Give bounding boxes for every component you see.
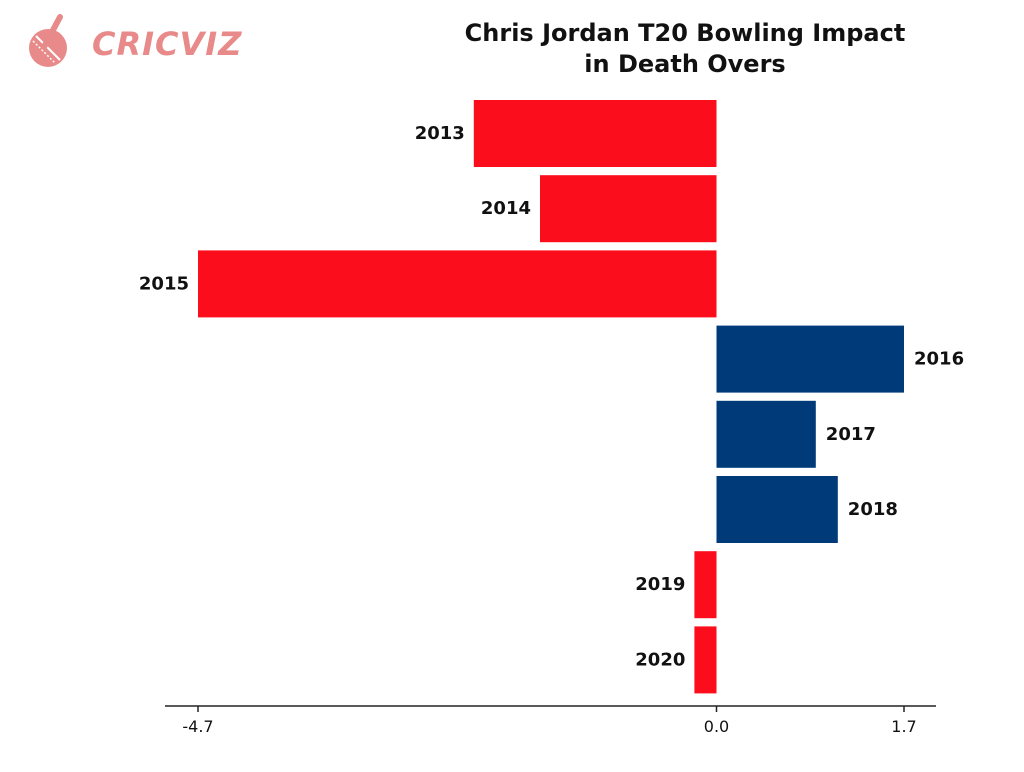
bar-label-2016: 2016: [914, 349, 964, 370]
bar-2017: [716, 400, 816, 468]
bar-2020: [694, 626, 717, 694]
bar-label-2019: 2019: [635, 574, 685, 595]
chart-title: Chris Jordan T20 Bowling Impact in Death…: [400, 18, 970, 80]
bar-2013: [473, 100, 717, 167]
x-tick-label-1: 0.0: [704, 717, 729, 736]
chart-title-line-1: Chris Jordan T20 Bowling Impact: [464, 19, 906, 47]
bar-2019: [694, 551, 717, 619]
x-tick-label-0: -4.7: [182, 717, 213, 736]
bar-2016: [716, 325, 904, 393]
x-tick-label-2: 1.7: [891, 717, 916, 736]
bar-2014: [540, 175, 717, 243]
bar-label-2013: 2013: [415, 123, 465, 144]
bar-label-2018: 2018: [848, 499, 898, 520]
bar-label-2014: 2014: [481, 198, 531, 219]
bar-label-2015: 2015: [139, 273, 189, 294]
logo-text: CRICVIZ: [92, 25, 243, 63]
bar-2018: [716, 476, 838, 543]
bar-2015: [198, 250, 717, 318]
cricket-ball-bat-icon: [29, 14, 67, 67]
chart-title-line-2: in Death Overs: [584, 50, 786, 78]
cricviz-logo: CRICVIZ: [22, 14, 241, 76]
bar-label-2020: 2020: [635, 649, 685, 670]
bar-label-2017: 2017: [826, 424, 876, 445]
